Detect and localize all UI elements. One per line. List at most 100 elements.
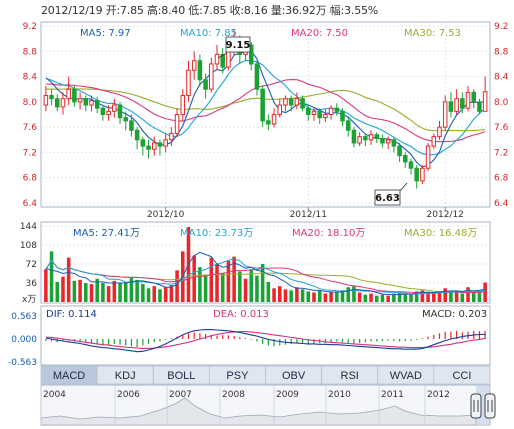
volume-bar (471, 291, 476, 302)
volume-bar (215, 264, 219, 302)
tab-psy[interactable]: PSY (208, 365, 266, 385)
macd-ytick: 0.000 (11, 335, 37, 345)
volume-bar (84, 283, 88, 302)
tab-label: RSI (341, 370, 359, 382)
candle-body (191, 60, 197, 71)
volume-bar (420, 290, 425, 302)
tab-label: BOLL (167, 370, 195, 382)
price-ytick-right: 6.4 (494, 199, 509, 209)
candle-body (414, 167, 419, 182)
volume-bar (158, 289, 162, 302)
candle-body (454, 98, 459, 112)
quote-change: 幅:3.55% (329, 4, 379, 17)
candle-body (288, 98, 294, 106)
price-ytick-left: 8.4 (23, 73, 38, 83)
volume-bar (454, 290, 459, 302)
volume-bar (44, 269, 48, 302)
volume-bar (123, 281, 128, 302)
timeline-years: 2004 2006 2007 2008 2009 2010 2011 2012 (40, 385, 450, 425)
candle-body (106, 110, 111, 116)
volume-ytick: 108 (20, 241, 37, 251)
macd-dif-label: DIF: 0.114 (46, 309, 97, 320)
volume-bar (66, 257, 71, 302)
volume-bar (72, 280, 77, 302)
price-ytick-left: 9.2 (23, 22, 37, 32)
candle-body (180, 95, 186, 115)
candle-body (385, 139, 391, 144)
macd-ytick: -0.563 (8, 358, 37, 368)
price-ytick-right: 9.2 (494, 22, 508, 32)
volume-bar (163, 287, 168, 302)
candle-body (140, 139, 146, 147)
candle-body (460, 98, 465, 109)
volume-bar (198, 267, 202, 302)
volume-bar (260, 264, 265, 302)
tab-obv[interactable]: OBV (265, 365, 323, 385)
quote-open: 开:7.85 (105, 4, 144, 17)
volume-bar (329, 291, 333, 302)
volume-ytick: 144 (20, 222, 37, 232)
volume-bar (352, 286, 356, 302)
tab-background (433, 365, 491, 385)
tab-label: KDJ (115, 370, 136, 382)
timeline-handle-left[interactable] (470, 393, 482, 419)
candle-body (220, 53, 225, 68)
candle-body (431, 136, 437, 147)
tab-label: CCI (452, 370, 471, 382)
candle-body (112, 104, 117, 112)
candle-body (271, 114, 277, 125)
candle-body (420, 167, 425, 182)
ma20-line (45, 79, 486, 143)
tab-boll[interactable]: BOLL (152, 365, 210, 385)
price-xticks: 2012/10 2012/11 2012/12 (147, 207, 464, 220)
volume-bar (312, 292, 316, 302)
volume-bar (414, 291, 419, 302)
tab-rsi[interactable]: RSI (321, 365, 379, 385)
tab-wvad[interactable]: WVAD (377, 365, 435, 385)
volume-bar (386, 295, 390, 302)
price-ytick-right: 8.8 (494, 47, 509, 57)
volume-bar (203, 274, 208, 302)
candle-body (380, 138, 385, 144)
volume-ytick: 72 (26, 260, 37, 270)
volume-bar (363, 294, 368, 302)
candle-body (169, 132, 174, 141)
candle-body (66, 88, 71, 100)
candle-body (83, 98, 89, 106)
quote-volume: 量:36.92万 (270, 4, 327, 17)
volume-bar (289, 290, 293, 302)
volume-bar (283, 289, 288, 302)
candle-body (174, 114, 180, 134)
volume-bar (95, 278, 99, 302)
candle-body (100, 107, 106, 116)
volume-bar (357, 292, 362, 302)
price-xtick: 2012/12 (427, 210, 464, 220)
candle-body (471, 91, 477, 103)
macd-lines (45, 329, 486, 353)
volume-bar (175, 270, 179, 302)
tab-kdj[interactable]: KDJ (96, 365, 154, 385)
candle-body (254, 63, 260, 90)
candle-body (442, 101, 448, 128)
volume-ytick: 36 (26, 279, 38, 289)
dif-line (45, 329, 486, 353)
volume-bar (277, 286, 282, 302)
macd-panel (40, 305, 491, 366)
volume-bar (249, 269, 254, 302)
tab-cci[interactable]: CCI (433, 365, 491, 385)
candle-body (391, 139, 397, 147)
volume-bar (380, 294, 385, 302)
candle-body (300, 98, 305, 109)
candle-body (374, 134, 380, 140)
candle-body (43, 95, 49, 106)
volume-bar (340, 290, 345, 302)
volume-bar (135, 279, 139, 302)
candle-body (363, 136, 368, 141)
candle-body (89, 100, 94, 106)
timeline-handle-right[interactable] (484, 393, 496, 419)
volume-legend-ma20: MA20: 18.10万 (292, 228, 365, 239)
candle-body (397, 145, 402, 157)
tab-macd[interactable]: MACD (40, 365, 98, 385)
candle-body (266, 120, 271, 125)
